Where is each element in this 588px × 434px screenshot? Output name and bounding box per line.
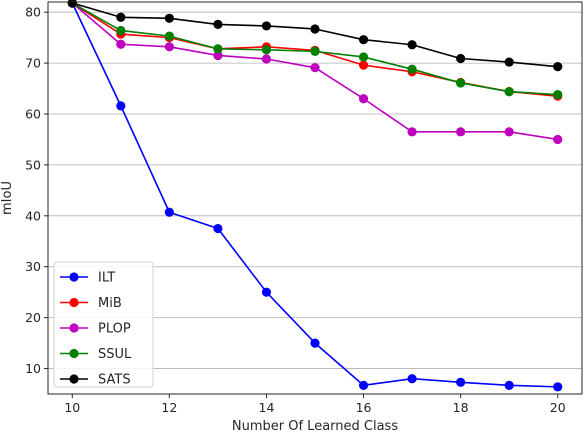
y-tick-label-60: 60 [25,107,41,122]
series-ilt [67,0,563,392]
point-ilt-16 [358,380,369,390]
legend-box [53,261,154,388]
point-ssul-15 [310,46,320,56]
legend-label-ilt: ILT [98,271,115,286]
point-ssul-11 [116,25,126,36]
point-ilt-18 [456,377,466,387]
point-ssul-13 [213,44,223,54]
legend-marker-plop [69,323,79,333]
point-plop-14 [261,54,272,64]
point-ilt-14 [261,287,272,297]
y-tick-label-40: 40 [25,208,41,223]
point-ssul-18 [456,78,466,88]
y-axis-label: mIoU [0,181,15,215]
point-sats-13 [213,19,223,29]
series-layer [67,0,563,392]
series-sats [67,0,563,72]
x-axis-ticks: 10 12 14 16 18 20 [64,394,566,415]
legend-item-sats: SATS [60,373,131,388]
legend: ILT MiB PLOP SSUL SATS [53,261,154,388]
point-ssul-17 [407,64,417,74]
point-ssul-12 [164,31,174,41]
y-axis-ticks: 10 20 30 40 50 60 70 80 [25,5,48,376]
point-sats-15 [310,24,320,34]
point-plop-19 [504,127,514,137]
y-tick-label-30: 30 [25,259,41,274]
legend-label-plop: PLOP [98,322,131,337]
point-ilt-17 [407,374,417,384]
x-tick-label-14: 14 [259,400,275,415]
x-tick-label-18: 18 [453,400,469,415]
series-plop [67,0,563,145]
legend-item-plop: PLOP [60,322,131,337]
legend-marker-ilt [69,272,79,282]
point-sats-11 [116,12,126,22]
legend-label-mib: MiB [98,296,122,311]
y-tick-label-80: 80 [25,5,41,20]
point-plop-11 [116,39,126,49]
point-plop-13 [213,50,223,61]
point-plop-20 [553,134,563,145]
y-tick-label-20: 20 [25,310,41,325]
y-tick-label-50: 50 [25,157,41,172]
point-ilt-12 [164,207,174,217]
point-sats-19 [504,57,514,67]
x-tick-label-10: 10 [64,400,80,415]
legend-item-mib: MiB [60,296,122,311]
legend-marker-mib [69,297,79,308]
point-plop-17 [407,127,417,137]
point-ssul-20 [553,90,563,100]
x-tick-label-20: 20 [550,400,566,415]
point-sats-12 [164,13,174,23]
legend-item-ilt: ILT [60,271,115,286]
point-ssul-14 [261,45,272,55]
point-ilt-11 [116,101,126,111]
point-sats-14 [261,21,272,31]
point-ssul-16 [358,52,369,62]
point-sats-18 [456,53,466,64]
point-plop-18 [456,127,466,137]
point-ilt-13 [213,223,223,234]
x-axis-label: Number Of Learned Class [232,419,398,434]
y-tick-label-10: 10 [25,361,41,376]
point-plop-12 [164,42,174,52]
series-ssul [67,0,563,100]
point-ilt-15 [310,338,320,348]
point-plop-16 [358,94,369,104]
legend-marker-sats [69,374,79,384]
point-ssul-19 [504,87,514,97]
plot-area-frame [47,1,583,395]
x-tick-label-16: 16 [356,400,372,415]
x-tick-label-12: 12 [161,400,177,415]
point-mib-16 [358,60,369,70]
point-sats-20 [553,62,563,72]
point-sats-17 [407,40,417,50]
legend-label-sats: SATS [98,373,131,388]
legend-item-ssul: SSUL [60,347,132,362]
y-tick-label-70: 70 [25,56,41,71]
legend-marker-ssul [69,348,79,359]
point-ilt-20 [553,382,563,392]
point-ilt-19 [504,380,514,390]
point-sats-16 [358,35,369,45]
point-plop-15 [310,63,320,73]
legend-label-ssul: SSUL [98,347,132,362]
